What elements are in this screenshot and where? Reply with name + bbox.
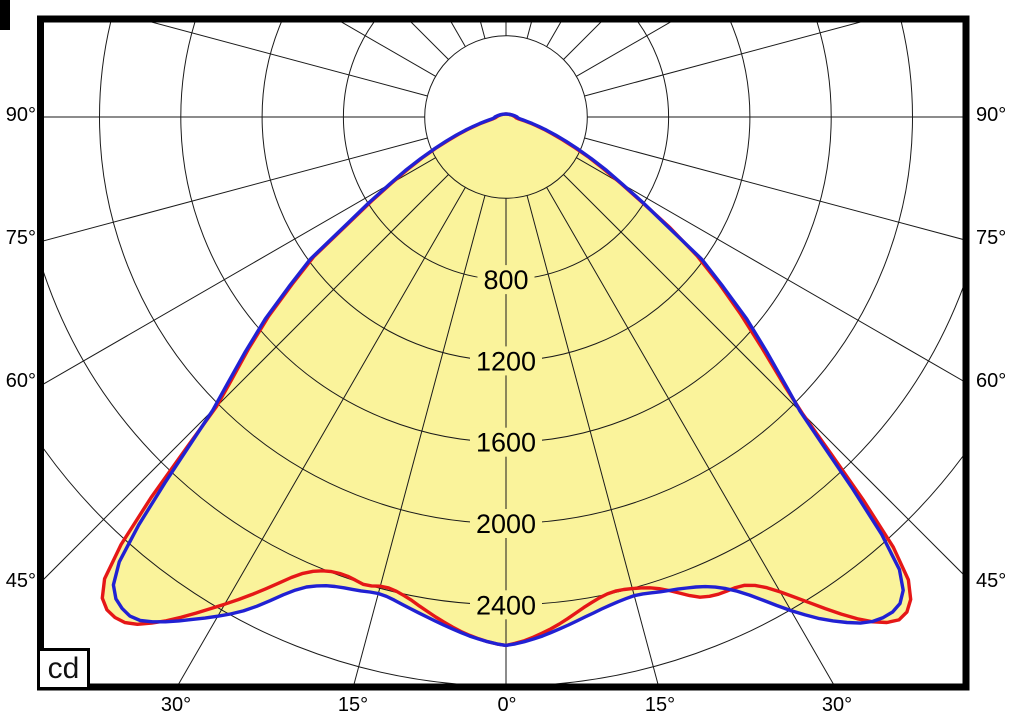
ring-label-2000: 2000	[476, 509, 536, 539]
angle-label-bottom-30deg: 30°	[821, 694, 853, 716]
angle-label-left-75deg: 75°	[5, 227, 36, 249]
ring-label-1600: 1600	[476, 428, 536, 458]
angle-label-bottom-30deg: 30°	[160, 694, 192, 716]
ring-label-bg-1600	[470, 427, 542, 457]
grid-ray-105deg	[584, 22, 861, 97]
ring-label-bg-1200	[470, 346, 542, 376]
angle-label-bottom-15deg: 15°	[644, 694, 676, 716]
grid-ray-345deg	[353, 195, 486, 684]
angle-label-left-60deg: 60°	[5, 370, 36, 392]
angle-label-right-45deg: 45°	[976, 570, 1007, 592]
ring-label-bg-2000	[470, 509, 542, 538]
grid-ray-285deg	[44, 137, 428, 242]
angle-label-right-60deg: 60°	[976, 370, 1007, 392]
angle-label-bottom-15deg: 15°	[337, 694, 369, 716]
angle-label-left-90deg: 90°	[5, 104, 36, 126]
angle-label-right-75deg: 75°	[976, 227, 1007, 249]
angle-label-right-90deg: 90°	[976, 104, 1007, 126]
grid-ray-15deg	[526, 195, 659, 684]
angle-label-bottom-0deg: 0°	[497, 694, 517, 716]
ring-label-bg-800	[477, 265, 535, 295]
ring-label-800: 800	[483, 265, 528, 295]
distribution-fill-blue-extent	[113, 114, 904, 646]
angle-label-left-45deg: 45°	[5, 570, 36, 592]
grid-ray-60deg	[576, 157, 963, 382]
unit-label: cd	[47, 652, 80, 685]
grid-ray-330deg	[178, 187, 466, 684]
plot-frame	[37, 15, 970, 691]
ring-label-2400: 2400	[476, 590, 536, 620]
curve-blue	[111, 112, 905, 648]
grid-ray-300deg	[44, 157, 436, 385]
unit-box: cd	[37, 648, 90, 690]
grid-ray-30deg	[546, 187, 834, 684]
ring-label-1200: 1200	[476, 346, 536, 376]
page-corner-mark	[0, 0, 10, 30]
grid-ray-45deg	[563, 174, 963, 575]
ring-label-bg-2400	[470, 590, 542, 620]
grid-ray-315deg	[44, 174, 449, 580]
grid-ray-75deg	[584, 137, 963, 240]
grid-ray-255deg	[151, 22, 428, 97]
